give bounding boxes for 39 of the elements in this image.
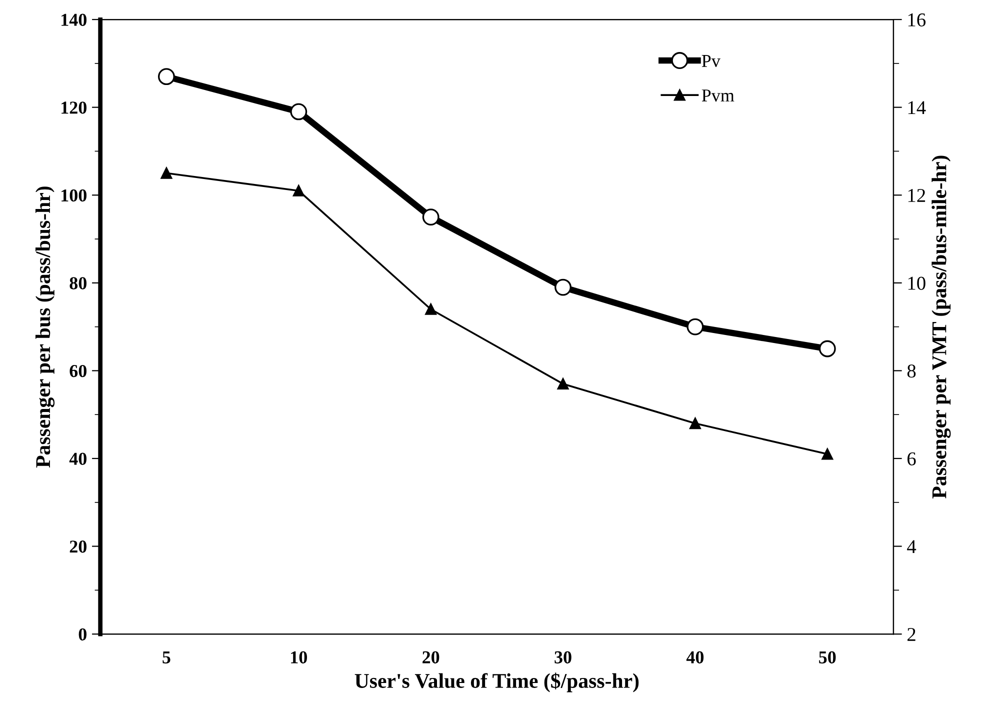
x-tick-label: 40	[686, 651, 704, 664]
x-axis-title: User's Value of Time ($/pass-hr)	[354, 672, 639, 692]
point	[292, 185, 304, 196]
y2-tick-label: 10	[908, 276, 926, 290]
x-tick-label: 30	[554, 651, 572, 664]
legend-label: Pvm	[702, 90, 734, 102]
point	[160, 167, 172, 179]
y-tick-label: 140	[62, 14, 86, 26]
x-tick-label: 5	[162, 651, 170, 664]
y2-tick-label: 8	[907, 364, 916, 378]
point	[690, 418, 701, 430]
point	[686, 318, 704, 336]
point	[422, 208, 440, 226]
y-tick-label: 20	[70, 540, 86, 553]
legend-label: Pv	[702, 55, 720, 68]
point	[818, 340, 836, 358]
y2-tick-label: 16	[908, 13, 926, 26]
point	[557, 378, 569, 390]
y2-tick-label: 6	[908, 452, 916, 466]
y2-tick-label: 2	[908, 628, 916, 641]
y-tick-label: 40	[69, 452, 86, 465]
x-tick-label: 10	[291, 651, 307, 664]
y2-tick-label: 4	[907, 540, 916, 554]
y2-tick-label: 14	[908, 101, 926, 114]
y-tick-label: 80	[70, 277, 86, 290]
y-axis-title: Passenger per bus (pass/bus-hr)	[35, 186, 55, 468]
point	[822, 448, 834, 460]
y-tick-label: 120	[62, 102, 86, 114]
y-tick-label: 0	[78, 628, 86, 641]
point	[290, 103, 308, 120]
point	[158, 68, 175, 86]
y-tick-label: 100	[62, 189, 86, 202]
y2-axis-title: Passenger per VMT (pass/bus-mile-hr)	[932, 156, 951, 498]
y2-tick-label: 12	[908, 188, 926, 202]
point	[554, 278, 572, 296]
y-tick-label: 60	[70, 364, 86, 378]
x-tick-label: 50	[819, 651, 836, 664]
point	[425, 304, 437, 315]
x-tick-label: 20	[422, 651, 440, 664]
